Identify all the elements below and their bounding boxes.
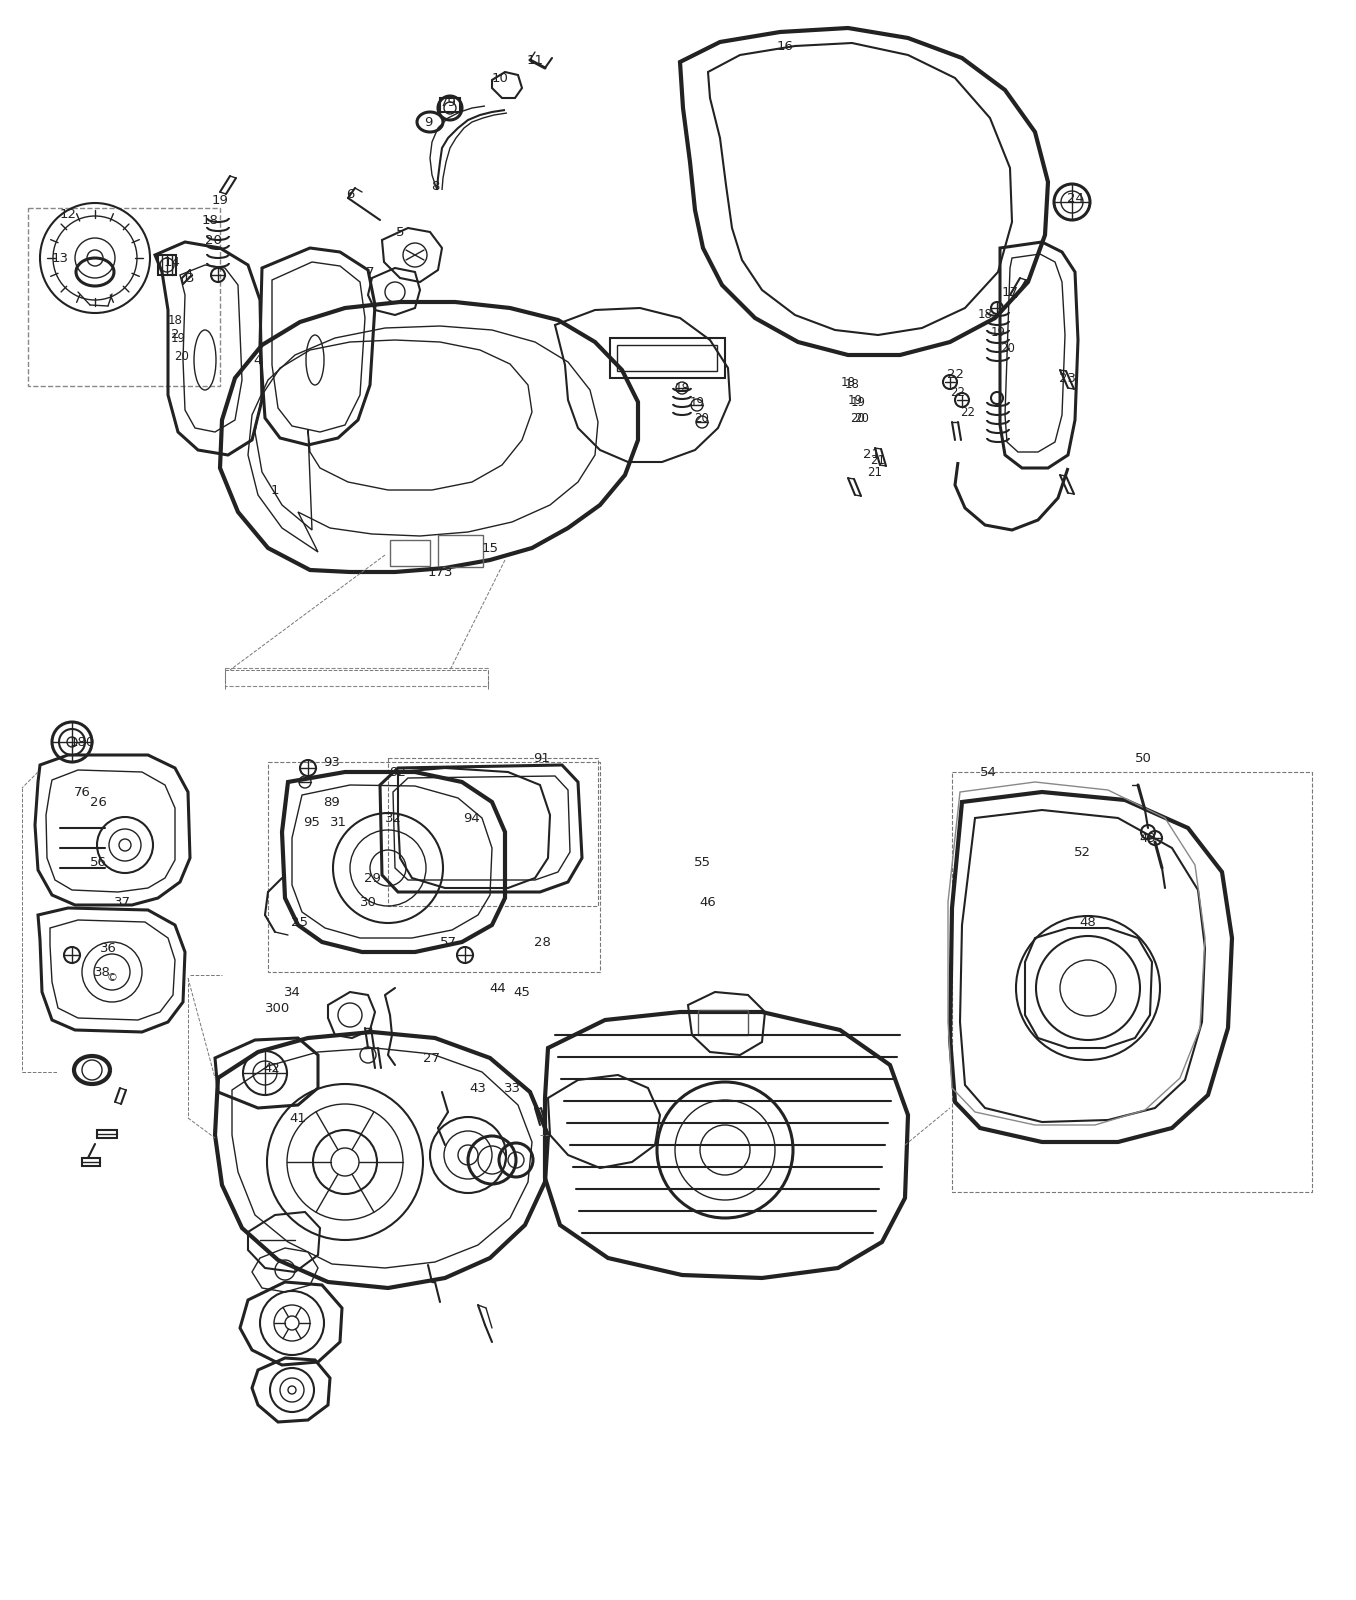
Text: 23: 23 xyxy=(1059,371,1077,384)
Bar xyxy=(698,1010,749,1035)
Bar xyxy=(81,1158,100,1166)
Bar xyxy=(28,208,220,386)
Text: 300: 300 xyxy=(266,1002,290,1014)
Text: 76: 76 xyxy=(73,786,91,798)
Text: 19: 19 xyxy=(171,331,186,344)
Text: 22: 22 xyxy=(946,368,964,381)
Text: 18: 18 xyxy=(978,309,993,322)
Text: 17: 17 xyxy=(1002,286,1018,299)
Text: 22: 22 xyxy=(960,405,975,419)
Text: 5: 5 xyxy=(396,226,404,238)
Text: 92: 92 xyxy=(389,765,407,779)
Text: 10: 10 xyxy=(492,72,508,85)
Text: 25: 25 xyxy=(292,915,309,928)
Text: 8: 8 xyxy=(431,181,439,194)
Text: 43: 43 xyxy=(469,1082,487,1094)
Text: 19: 19 xyxy=(848,394,862,406)
Text: 34: 34 xyxy=(283,986,301,998)
Text: 19: 19 xyxy=(212,194,228,206)
Text: ©: © xyxy=(107,973,118,982)
Text: 54: 54 xyxy=(979,765,997,779)
Bar xyxy=(610,338,725,378)
Text: 20: 20 xyxy=(854,411,869,424)
Text: 50: 50 xyxy=(1135,752,1151,765)
Bar xyxy=(268,762,599,971)
Text: 21: 21 xyxy=(871,453,885,467)
Text: 15: 15 xyxy=(481,541,499,555)
Text: 13: 13 xyxy=(52,251,69,264)
Text: 18: 18 xyxy=(674,381,689,395)
Text: 1: 1 xyxy=(271,483,279,496)
Text: 12: 12 xyxy=(60,208,76,221)
Text: 9: 9 xyxy=(424,115,433,128)
Text: 26: 26 xyxy=(89,795,106,808)
Text: 89: 89 xyxy=(324,795,340,808)
Text: 42: 42 xyxy=(263,1061,281,1075)
Text: 4: 4 xyxy=(254,354,262,366)
Text: 18: 18 xyxy=(845,379,860,392)
Text: 7: 7 xyxy=(366,266,374,278)
Text: 173: 173 xyxy=(427,565,453,579)
Text: 36: 36 xyxy=(99,941,117,955)
Text: 95: 95 xyxy=(304,816,320,829)
Text: 32: 32 xyxy=(385,811,401,824)
Text: 31: 31 xyxy=(330,816,347,829)
Text: 94: 94 xyxy=(464,811,480,824)
Text: 44: 44 xyxy=(490,981,506,995)
Text: 28: 28 xyxy=(533,936,551,949)
Text: 20: 20 xyxy=(694,411,709,424)
Bar xyxy=(225,669,488,686)
Text: 180: 180 xyxy=(69,736,95,749)
Bar xyxy=(952,773,1313,1192)
Text: 33: 33 xyxy=(503,1082,521,1094)
Text: 18: 18 xyxy=(841,376,856,389)
Text: 57: 57 xyxy=(439,936,457,949)
Text: 52: 52 xyxy=(1074,845,1090,859)
Text: 6: 6 xyxy=(346,189,354,202)
Text: 79: 79 xyxy=(439,96,457,109)
Bar xyxy=(617,346,717,371)
Text: 55: 55 xyxy=(693,856,711,869)
Text: 93: 93 xyxy=(324,755,340,768)
Text: 21: 21 xyxy=(864,448,880,461)
Text: 14: 14 xyxy=(164,256,180,269)
Text: 20: 20 xyxy=(850,411,865,424)
Bar xyxy=(439,98,460,112)
Text: 49: 49 xyxy=(1139,832,1157,845)
Text: 38: 38 xyxy=(94,965,110,979)
Text: 27: 27 xyxy=(423,1051,441,1064)
Text: 22: 22 xyxy=(951,386,965,398)
Text: 16: 16 xyxy=(777,40,793,53)
Text: 46: 46 xyxy=(700,896,716,909)
Text: 48: 48 xyxy=(1079,915,1097,928)
Text: 29: 29 xyxy=(363,872,381,885)
Text: 19: 19 xyxy=(990,325,1006,339)
Text: 21: 21 xyxy=(868,466,883,478)
Text: 19: 19 xyxy=(850,395,865,408)
Text: 56: 56 xyxy=(89,856,106,869)
Text: 20: 20 xyxy=(1001,341,1016,355)
Bar xyxy=(391,541,430,566)
Text: 3: 3 xyxy=(186,272,194,285)
Text: 20: 20 xyxy=(175,349,190,363)
Text: 20: 20 xyxy=(205,234,221,246)
Text: 37: 37 xyxy=(114,896,130,909)
Text: 11: 11 xyxy=(526,53,544,67)
Text: 19: 19 xyxy=(689,395,705,408)
Text: 41: 41 xyxy=(290,1112,306,1125)
Text: 18: 18 xyxy=(202,213,218,227)
Text: 91: 91 xyxy=(533,752,551,765)
Text: 24: 24 xyxy=(1067,192,1083,205)
Text: 45: 45 xyxy=(514,986,530,998)
Bar xyxy=(438,534,483,566)
Bar xyxy=(98,1130,117,1138)
Text: 2: 2 xyxy=(171,328,179,341)
Text: 30: 30 xyxy=(359,896,377,909)
Text: 18: 18 xyxy=(168,314,183,326)
Bar xyxy=(388,758,598,906)
